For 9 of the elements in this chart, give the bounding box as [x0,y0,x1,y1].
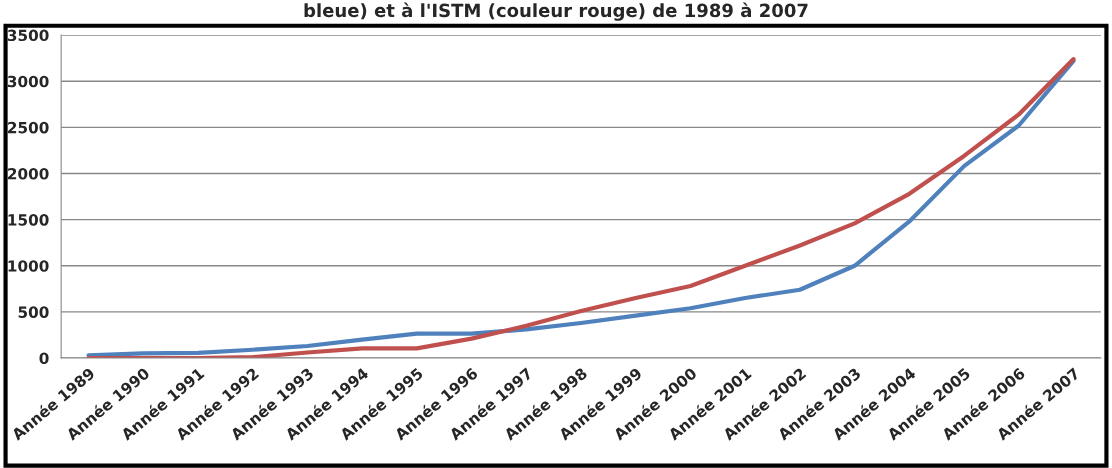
y-tick-label: 0 [39,352,49,365]
y-tick-label: 3500 [7,29,49,42]
y-tick-label: 2000 [8,167,49,180]
chart-title: bleue) et à l'ISTM (couleur rouge) de 1989 à 2007 [304,2,808,21]
y-tick-label: 1000 [8,260,49,272]
y-tick-label: 500 [18,306,49,318]
y-tick-label: 2500 [8,121,49,134]
y-tick-label: 1500 [8,214,49,226]
y-tick-label: 3000 [7,75,49,88]
